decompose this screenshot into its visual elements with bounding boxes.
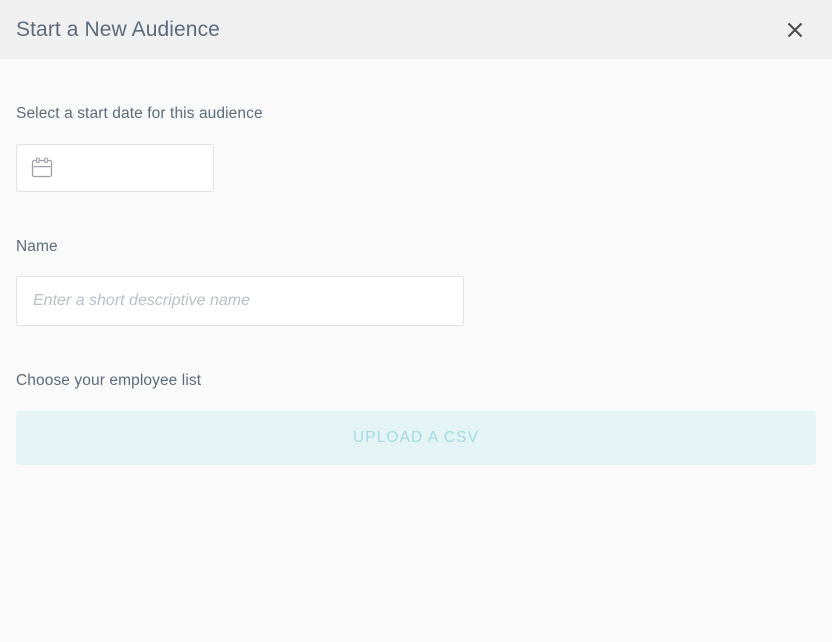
name-label: Name <box>16 237 58 255</box>
employee-list-section: Choose your employee list Upload a CSV <box>16 326 816 465</box>
employee-list-label: Choose your employee list <box>16 372 202 389</box>
dialog-title: Start a New Audience <box>16 18 220 41</box>
name-section: Name <box>16 192 816 326</box>
upload-csv-button[interactable]: Upload a CSV <box>16 410 816 465</box>
name-input[interactable] <box>16 276 464 326</box>
spacer <box>16 254 816 276</box>
dialog-header: Start a New Audience <box>0 0 832 59</box>
spacer <box>16 122 816 144</box>
calendar-icon <box>30 156 54 179</box>
close-button[interactable] <box>780 15 810 45</box>
start-date-section: Select a start date for this audience <box>16 59 816 192</box>
dialog-body: Select a start date for this audience Na… <box>0 59 832 642</box>
start-date-label: Select a start date for this audience <box>16 105 263 122</box>
close-icon <box>784 19 806 41</box>
start-date-input[interactable] <box>16 143 214 192</box>
spacer <box>16 389 816 411</box>
